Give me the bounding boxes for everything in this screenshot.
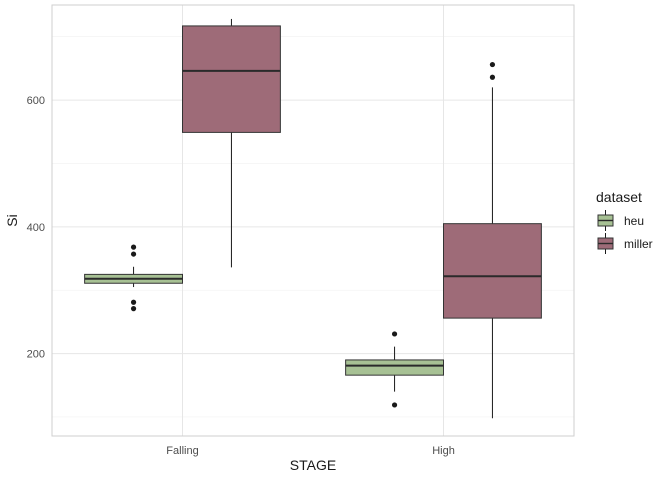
legend-label-heu: heu — [624, 214, 644, 228]
axes: 200 400 600 Falling High — [27, 95, 455, 457]
outlier-point — [489, 74, 496, 80]
x-axis-title: STAGE — [290, 457, 336, 473]
box-body — [345, 359, 444, 376]
outlier-point — [391, 331, 398, 337]
outlier-point — [130, 251, 137, 257]
box-group — [443, 61, 542, 419]
outlier-point — [391, 402, 398, 408]
outlier-point — [130, 299, 137, 305]
legend: dataset heu miller — [596, 189, 653, 254]
outlier-point — [130, 244, 137, 250]
plot-panel-border — [51, 4, 575, 437]
legend-key-miller — [597, 233, 614, 254]
outlier-point — [489, 61, 496, 68]
x-tick-label: Falling — [166, 445, 198, 457]
y-tick-label: 400 — [27, 222, 45, 234]
legend-title: dataset — [596, 189, 642, 205]
legend-label-miller: miller — [624, 237, 653, 251]
x-tick-label: High — [432, 445, 455, 457]
box-group — [84, 244, 183, 312]
y-tick-label: 600 — [27, 95, 45, 107]
box-body — [182, 25, 281, 133]
box-group — [182, 18, 281, 268]
boxes — [84, 18, 542, 419]
outlier-point — [130, 306, 137, 312]
box-body — [443, 223, 542, 319]
grid — [52, 5, 574, 436]
y-axis-title: Si — [4, 214, 20, 226]
y-tick-label: 200 — [27, 349, 45, 361]
box-group — [345, 331, 444, 408]
legend-key-heu — [597, 210, 614, 231]
